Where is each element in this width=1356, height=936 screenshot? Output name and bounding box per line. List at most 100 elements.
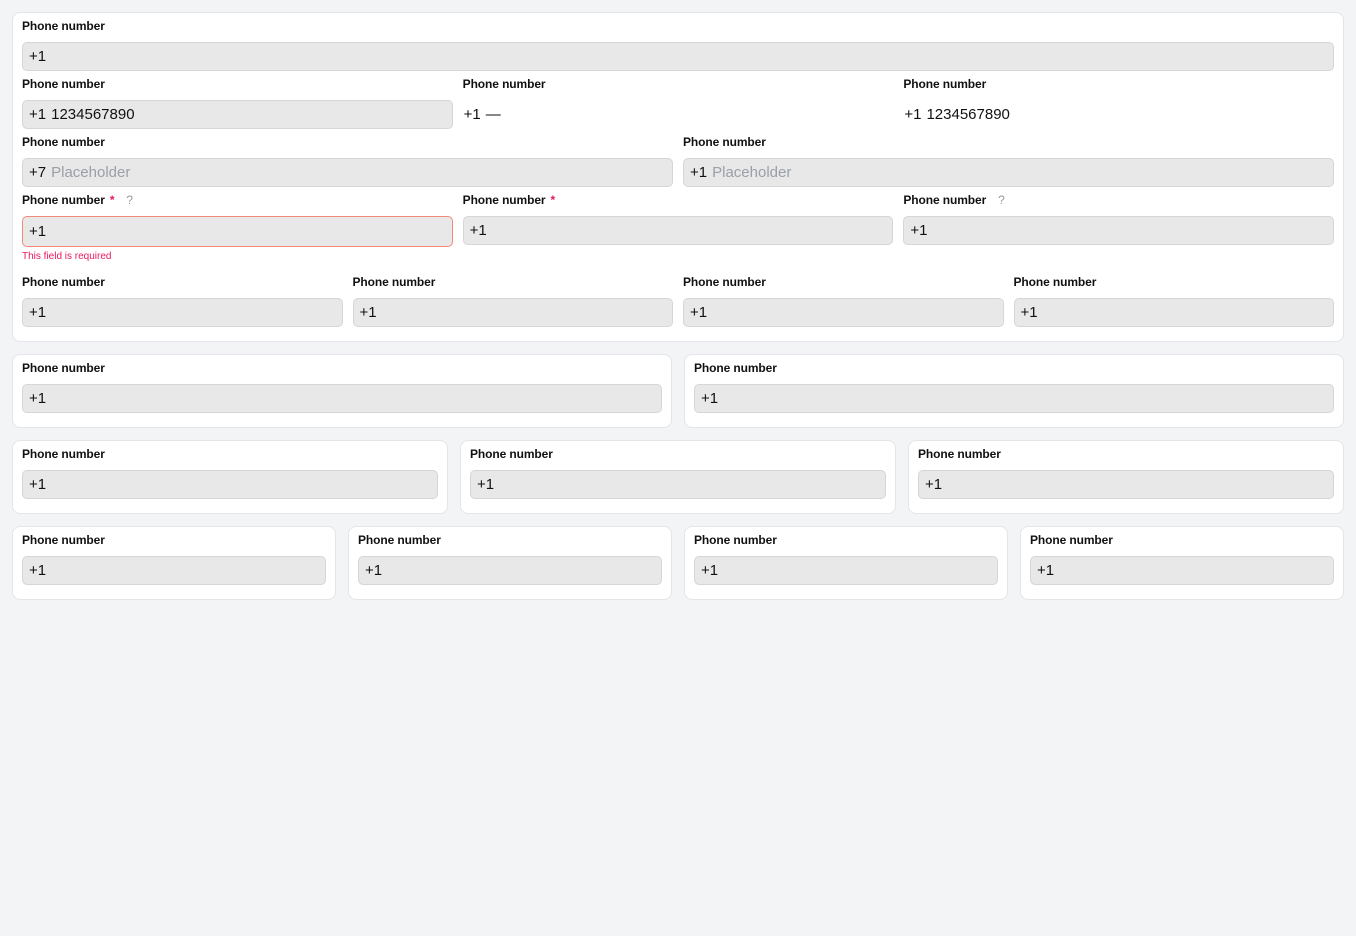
field-card: Phone number +1 [460, 440, 896, 514]
field-label: Phone number [463, 76, 894, 93]
country-code-prefix[interactable]: +1 [1020, 304, 1038, 321]
phone-field: Phone number +1 [22, 18, 1334, 76]
phone-input[interactable]: +1 Placeholder [683, 158, 1334, 187]
field-card: Phone number +1 [12, 440, 448, 514]
phone-input[interactable]: +1 [694, 556, 998, 585]
error-message: This field is required [22, 251, 112, 262]
field-row: Phone number +1 [22, 18, 1334, 76]
country-code-prefix[interactable]: +1 [925, 476, 943, 493]
help-icon[interactable]: ? [126, 193, 133, 207]
country-code-prefix[interactable]: +1 [469, 222, 487, 239]
field-row: Phone number +1 Phone number +1 Phone number… [22, 274, 1334, 332]
phone-field: Phone number +1 [22, 360, 662, 413]
required-asterisk: * [550, 193, 556, 207]
phone-field: Phone number +1 [22, 274, 343, 332]
field-card: Phone number +1 [908, 440, 1344, 514]
phone-input[interactable]: +1 [918, 470, 1334, 499]
country-code-prefix[interactable]: +1 [359, 304, 377, 321]
label-text: Phone number [22, 135, 105, 149]
phone-input[interactable]: +1 [22, 298, 343, 327]
field-label: Phone number [353, 274, 674, 291]
field-label: Phone number [1030, 532, 1334, 549]
field-label: Phone number * [463, 192, 894, 209]
label-text: Phone number [462, 77, 546, 91]
phone-field: Phone number +1 [683, 274, 1004, 332]
phone-input[interactable]: +1 [1030, 556, 1334, 585]
label-text: Phone number [1013, 275, 1097, 289]
phone-field: Phone number +1 [1030, 532, 1334, 585]
field-label: Phone number [683, 274, 1004, 291]
field-label: Phone number [22, 134, 673, 151]
country-code-prefix[interactable]: +1 [690, 304, 708, 321]
field-card: Phone number +1 [348, 526, 672, 600]
phone-field: Phone number +1 1234567890 [22, 76, 453, 134]
help-icon[interactable]: ? [998, 193, 1005, 207]
label-text: Phone number [694, 361, 777, 375]
label-text: Phone number [22, 533, 105, 547]
country-code-prefix[interactable]: +1 [690, 164, 708, 181]
label-text: Phone number [918, 447, 1001, 461]
phone-input[interactable]: +1 [694, 384, 1334, 413]
country-code-prefix[interactable]: +1 [910, 222, 928, 239]
phone-field: Phone number +1 [358, 532, 662, 585]
phone-input[interactable]: +1 [22, 384, 662, 413]
card-group: Phone number +1 Phone number +1 Phone number… [12, 440, 1344, 514]
country-code-prefix[interactable]: +1 [701, 562, 719, 579]
phone-input[interactable]: +1 [22, 216, 453, 247]
country-code-prefix[interactable]: +1 [365, 562, 383, 579]
phone-input[interactable]: +1 [358, 556, 662, 585]
phone-input[interactable]: +7 Placeholder [22, 158, 673, 187]
label-text: Phone number [22, 275, 105, 289]
phone-input[interactable]: +1 [22, 470, 438, 499]
phone-input[interactable]: +1 [903, 216, 1335, 245]
phone-input[interactable]: +1 1234567890 [22, 100, 453, 129]
field-label: Phone number [22, 532, 326, 549]
phone-input[interactable]: +1 [352, 298, 673, 327]
country-code-prefix[interactable]: +1 [29, 304, 47, 321]
field-card: Phone number +1 [1020, 526, 1344, 600]
phone-field: Phone number +1 [352, 274, 674, 332]
phone-readonly-value: +1— [463, 100, 894, 129]
phone-field: Phone number +1 [1013, 274, 1334, 332]
label-text: Phone number [22, 447, 105, 461]
country-code-prefix[interactable]: +1 [1037, 562, 1055, 579]
field-card: Phone number +1 [684, 526, 1008, 600]
phone-placeholder: Placeholder [51, 164, 131, 181]
phone-input[interactable]: +1 [470, 470, 886, 499]
label-text: Phone number [470, 447, 553, 461]
field-label: Phone number [683, 134, 1334, 151]
phone-input[interactable]: +1 [683, 298, 1004, 327]
phone-field: Phone number * +1 [462, 192, 894, 274]
phone-input[interactable]: +1 [1013, 298, 1334, 327]
phone-input[interactable]: +1 [22, 42, 1334, 71]
phone-input[interactable]: +1 [22, 556, 326, 585]
country-code-prefix[interactable]: +1 [29, 106, 47, 123]
field-label: Phone number [694, 360, 1334, 377]
country-code-prefix[interactable]: +1 [29, 476, 47, 493]
country-code-prefix: +1 [904, 106, 922, 123]
phone-field: Phone number +7 Placeholder [22, 134, 673, 192]
country-code-prefix[interactable]: +1 [477, 476, 495, 493]
field-row: Phone number +7 Placeholder Phone number +1 P… [22, 134, 1334, 192]
phone-input[interactable]: +1 [462, 216, 894, 245]
required-asterisk: * [109, 193, 115, 207]
field-label: Phone number [22, 360, 662, 377]
phone-field: Phone number +1 [918, 446, 1334, 499]
country-code-prefix[interactable]: +7 [29, 164, 47, 181]
country-code-prefix: +1 [463, 106, 481, 123]
label-text: Phone number [352, 275, 436, 289]
phone-readonly-value: +1 1234567890 [903, 100, 1334, 129]
country-code-prefix[interactable]: +1 [29, 562, 47, 579]
field-label: Phone number [694, 532, 998, 549]
label-text: Phone number [903, 193, 987, 207]
phone-value: 1234567890 [926, 106, 1010, 123]
phone-field: Phone number +1 [694, 532, 998, 585]
country-code-prefix[interactable]: +1 [701, 390, 719, 407]
country-code-prefix[interactable]: +1 [29, 223, 47, 240]
phone-field: Phone number *? +1 This field is required [22, 192, 453, 274]
phone-field: Phone number +1— [463, 76, 894, 134]
phone-field: Phone number +1 [22, 532, 326, 585]
field-label: Phone number [358, 532, 662, 549]
country-code-prefix[interactable]: +1 [29, 48, 47, 65]
country-code-prefix[interactable]: +1 [29, 390, 47, 407]
